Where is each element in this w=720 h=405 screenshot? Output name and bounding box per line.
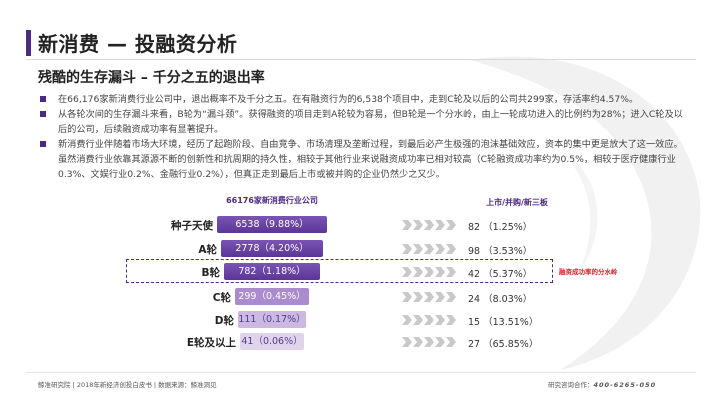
chevron-arrows-icon <box>402 220 456 230</box>
exit-value: 24 （8.03%） <box>468 294 533 305</box>
stage-label: C轮 <box>212 292 231 304</box>
funnel-bar-value: 299（0.45%） <box>238 291 306 302</box>
bullet-item: 新消费行业伴随着市场大环境，经历了起跑阶段、自由竞争、市场清理及垄断过程，到最后… <box>38 137 690 182</box>
b-round-highlight <box>126 259 553 283</box>
title-accent-bar <box>26 30 31 56</box>
contact-phone: 400-6265-050 <box>593 381 657 389</box>
bullet-text: 从各轮次间的生存漏斗来看，B轮为“漏斗颈”。获得融资的项目走到A轮较为容易，但B… <box>58 109 683 135</box>
bullet-list: 在66,176家新消费行业公司中，退出概率不及千分之五。在有融资行为的6,538… <box>38 92 690 182</box>
bullet-item: 从各轮次间的生存漏斗来看，B轮为“漏斗颈”。获得融资的项目走到A轮较为容易，但B… <box>38 107 690 137</box>
exit-value: 15 （13.51%） <box>468 317 539 328</box>
exit-value: 42 （5.37%） <box>468 269 533 280</box>
funnel-bar-value: 6538（9.88%） <box>235 219 309 230</box>
section-subtitle: 残酷的生存漏斗 – 千分之五的退出率 <box>38 70 265 86</box>
funnel-bar <box>235 288 309 305</box>
page-title: 新消费 — 投融资分析 <box>38 32 238 56</box>
bullet-item: 在66,176家新消费行业公司中，退出概率不及千分之五。在有融资行为的6,538… <box>38 92 690 107</box>
footer-divider <box>26 372 696 373</box>
footer-source: 鲸准研究院 | 2018年新经济创投白皮书 | 数据来源：鲸准洞见 <box>38 381 217 389</box>
contact-label: 研究咨询合作： <box>548 381 594 389</box>
bullet-square-icon <box>40 111 46 117</box>
funnel-bar <box>224 263 320 280</box>
bullet-text: 新消费行业伴随着市场大环境，经历了起跑阶段、自由竞争、市场清理及垄断过程，到最后… <box>58 139 683 180</box>
funnel-bar-value: 782（1.18%） <box>238 266 306 277</box>
bullet-text: 在66,176家新消费行业公司中，退出概率不及千分之五。在有融资行为的6,538… <box>58 94 639 105</box>
funnel-bar-value: 41（0.06%） <box>241 336 303 347</box>
bullet-square-icon <box>40 96 46 102</box>
exit-value: 82 （1.25%） <box>468 222 533 233</box>
exit-value: 27 （65.85%） <box>468 339 539 350</box>
chevron-arrows-icon <box>402 337 456 347</box>
exit-header: 上市/并购/新三板 <box>486 198 548 207</box>
stage-label: A轮 <box>198 244 217 256</box>
funnel-bar <box>238 311 306 328</box>
stage-label: 种子天使 <box>171 220 213 232</box>
funnel-header: 66176家新消费行业公司 <box>226 196 318 205</box>
chevron-arrows-icon <box>402 267 456 277</box>
bullet-square-icon <box>40 141 46 147</box>
exit-value: 98 （3.53%） <box>468 246 533 257</box>
chevron-arrows-icon <box>402 292 456 302</box>
watershed-note: 融资成功率的分水岭 <box>559 268 618 276</box>
funnel-bar <box>221 240 323 257</box>
funnel-bar-value: 2778（4.20%） <box>235 243 309 254</box>
stage-label: B轮 <box>201 267 220 279</box>
title-divider <box>26 59 696 60</box>
chevron-arrows-icon <box>402 244 456 254</box>
chevron-arrows-icon <box>402 315 456 325</box>
funnel-bar <box>217 216 327 233</box>
funnel-bar <box>240 333 304 350</box>
funnel-bar-value: 111（0.17%） <box>238 314 306 325</box>
stage-label: E轮及以上 <box>186 337 236 349</box>
stage-label: D轮 <box>214 315 234 327</box>
footer-contact: 研究咨询合作：400-6265-050 <box>548 379 656 389</box>
